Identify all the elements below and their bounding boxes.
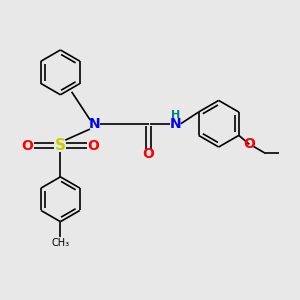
Text: N: N (89, 117, 100, 131)
Text: O: O (243, 137, 255, 151)
Text: CH₃: CH₃ (51, 238, 70, 248)
Text: O: O (142, 148, 154, 161)
Text: H: H (171, 110, 180, 120)
Text: S: S (55, 138, 66, 153)
Text: O: O (22, 139, 34, 152)
Text: N: N (169, 117, 181, 131)
Text: O: O (87, 139, 99, 152)
